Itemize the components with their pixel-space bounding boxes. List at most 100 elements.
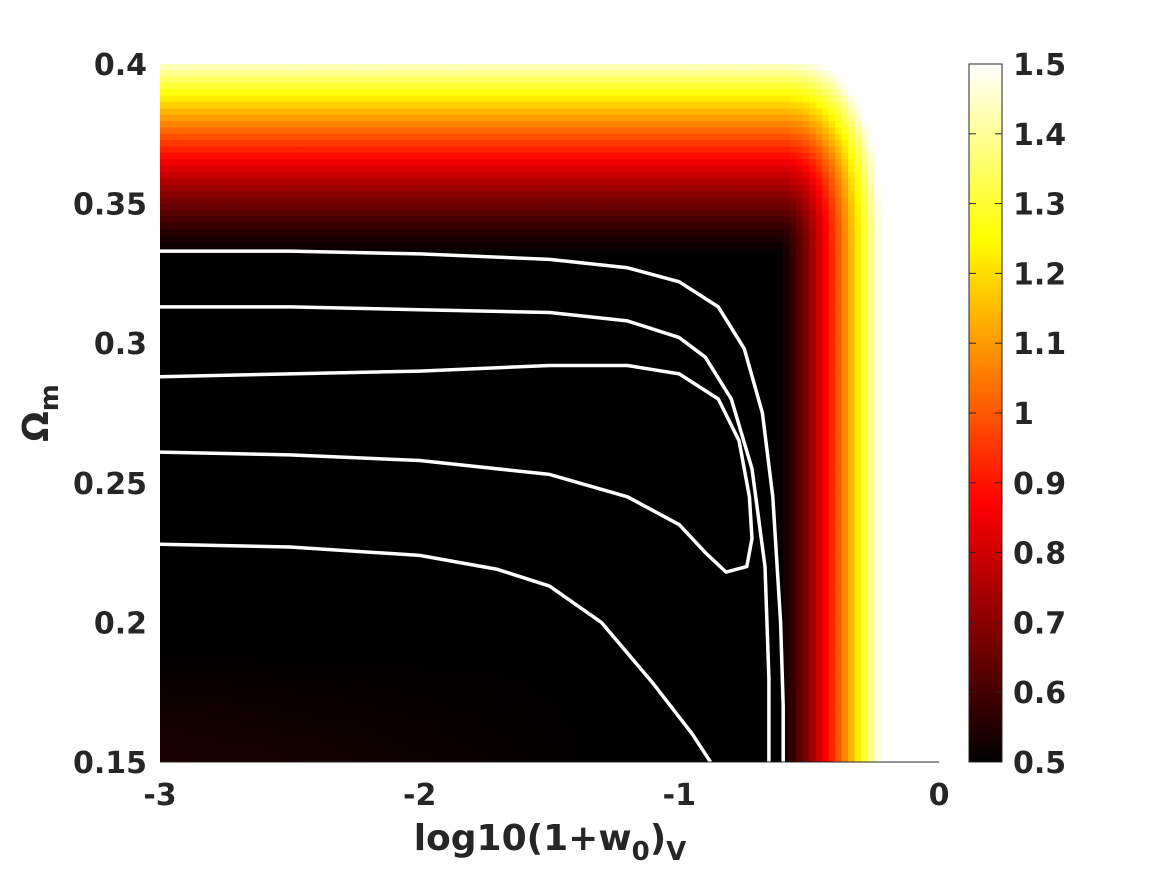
- heatmap-cell: [361, 317, 369, 325]
- heatmap-cell: [315, 616, 323, 623]
- heatmap-cell: [160, 704, 168, 712]
- heatmap-cell: [211, 387, 220, 395]
- heatmap-cell: [432, 286, 440, 294]
- heatmap-cell: [309, 121, 317, 129]
- heatmap-cell: [302, 146, 310, 154]
- heatmap-cell: [257, 616, 265, 623]
- heatmap-cell: [406, 292, 414, 300]
- heatmap-cell: [419, 330, 427, 338]
- heatmap-cell: [276, 603, 284, 611]
- heatmap-cell: [231, 482, 239, 490]
- heatmap-cell: [302, 635, 310, 643]
- heatmap-cell: [283, 463, 291, 471]
- heatmap-cell: [354, 685, 362, 693]
- heatmap-cell: [166, 565, 174, 573]
- heatmap-cell: [289, 127, 297, 135]
- heatmap-cell: [354, 514, 362, 522]
- heatmap-cell: [166, 235, 174, 243]
- heatmap-cell: [211, 482, 220, 490]
- heatmap-cell: [270, 514, 278, 522]
- heatmap-cell: [160, 336, 168, 344]
- heatmap-cell: [341, 508, 349, 516]
- heatmap-cell: [224, 616, 233, 623]
- heatmap-cell: [354, 413, 362, 420]
- heatmap-cell: [419, 514, 427, 522]
- heatmap-cell: [348, 723, 356, 731]
- heatmap-cell: [257, 317, 265, 325]
- heatmap-cell: [367, 679, 375, 687]
- heatmap-cell: [166, 698, 174, 706]
- heatmap-cell: [432, 95, 440, 103]
- heatmap-cell: [179, 171, 187, 179]
- heatmap-cell: [328, 279, 336, 287]
- heatmap-cell: [179, 254, 187, 262]
- heatmap-cell: [374, 577, 382, 585]
- heatmap-cell: [205, 311, 213, 319]
- heatmap-cell: [387, 425, 395, 433]
- heatmap-cell: [367, 146, 375, 154]
- heatmap-cell: [289, 711, 297, 719]
- heatmap-cell: [179, 444, 187, 452]
- heatmap-cell: [328, 393, 336, 401]
- heatmap-cell: [354, 438, 362, 446]
- heatmap-cell: [322, 641, 330, 649]
- heatmap-cell: [244, 140, 252, 148]
- heatmap-cell: [270, 70, 278, 78]
- heatmap-cell: [283, 362, 291, 370]
- heatmap-cell: [302, 235, 310, 243]
- heatmap-cell: [445, 571, 453, 579]
- heatmap-cell: [244, 495, 252, 503]
- heatmap-cell: [354, 387, 362, 395]
- heatmap-cell: [361, 362, 369, 370]
- heatmap-cell: [166, 546, 174, 554]
- heatmap-cell: [335, 76, 343, 84]
- heatmap-cell: [315, 235, 323, 243]
- heatmap-cell: [309, 330, 317, 338]
- heatmap-cell: [237, 565, 245, 573]
- heatmap-cell: [283, 165, 291, 173]
- heatmap-cell: [270, 197, 278, 205]
- heatmap-cell: [205, 203, 213, 211]
- heatmap-cell: [393, 736, 401, 744]
- heatmap-cell: [179, 742, 187, 750]
- heatmap-cell: [179, 565, 187, 573]
- heatmap-cell: [185, 133, 194, 141]
- heatmap-cell: [361, 717, 369, 725]
- heatmap-cell: [439, 114, 447, 122]
- heatmap-cell: [445, 679, 453, 687]
- heatmap-cell: [166, 622, 174, 630]
- heatmap-cell: [380, 514, 388, 522]
- heatmap-cell: [263, 514, 271, 522]
- heatmap-cell: [367, 89, 375, 97]
- heatmap-cell: [419, 222, 427, 230]
- heatmap-cell: [218, 89, 226, 97]
- heatmap-cell: [218, 241, 226, 249]
- heatmap-cell: [172, 355, 181, 363]
- heatmap-cell: [244, 197, 252, 205]
- heatmap-cell: [166, 704, 174, 712]
- heatmap-cell: [172, 666, 181, 674]
- heatmap-cell: [367, 419, 375, 427]
- heatmap-cell: [419, 76, 427, 84]
- heatmap-cell: [354, 698, 362, 706]
- heatmap-cell: [400, 165, 408, 173]
- heatmap-cell: [172, 730, 181, 738]
- heatmap-cell: [393, 152, 401, 160]
- heatmap-cell: [322, 241, 330, 249]
- heatmap-cell: [354, 616, 362, 623]
- heatmap-cell: [185, 317, 194, 325]
- heatmap-cell: [322, 298, 330, 306]
- heatmap-cell: [432, 355, 440, 363]
- heatmap-cell: [296, 603, 304, 611]
- heatmap-cell: [257, 197, 265, 205]
- heatmap-cell: [198, 190, 207, 198]
- heatmap-cell: [341, 324, 349, 332]
- heatmap-cell: [270, 260, 278, 268]
- heatmap-cell: [185, 577, 194, 585]
- heatmap-cell: [361, 260, 369, 268]
- heatmap-cell: [406, 584, 414, 592]
- heatmap-cell: [426, 514, 434, 522]
- heatmap-cell: [452, 140, 460, 148]
- heatmap-cell: [172, 590, 181, 598]
- heatmap-cell: [237, 641, 245, 649]
